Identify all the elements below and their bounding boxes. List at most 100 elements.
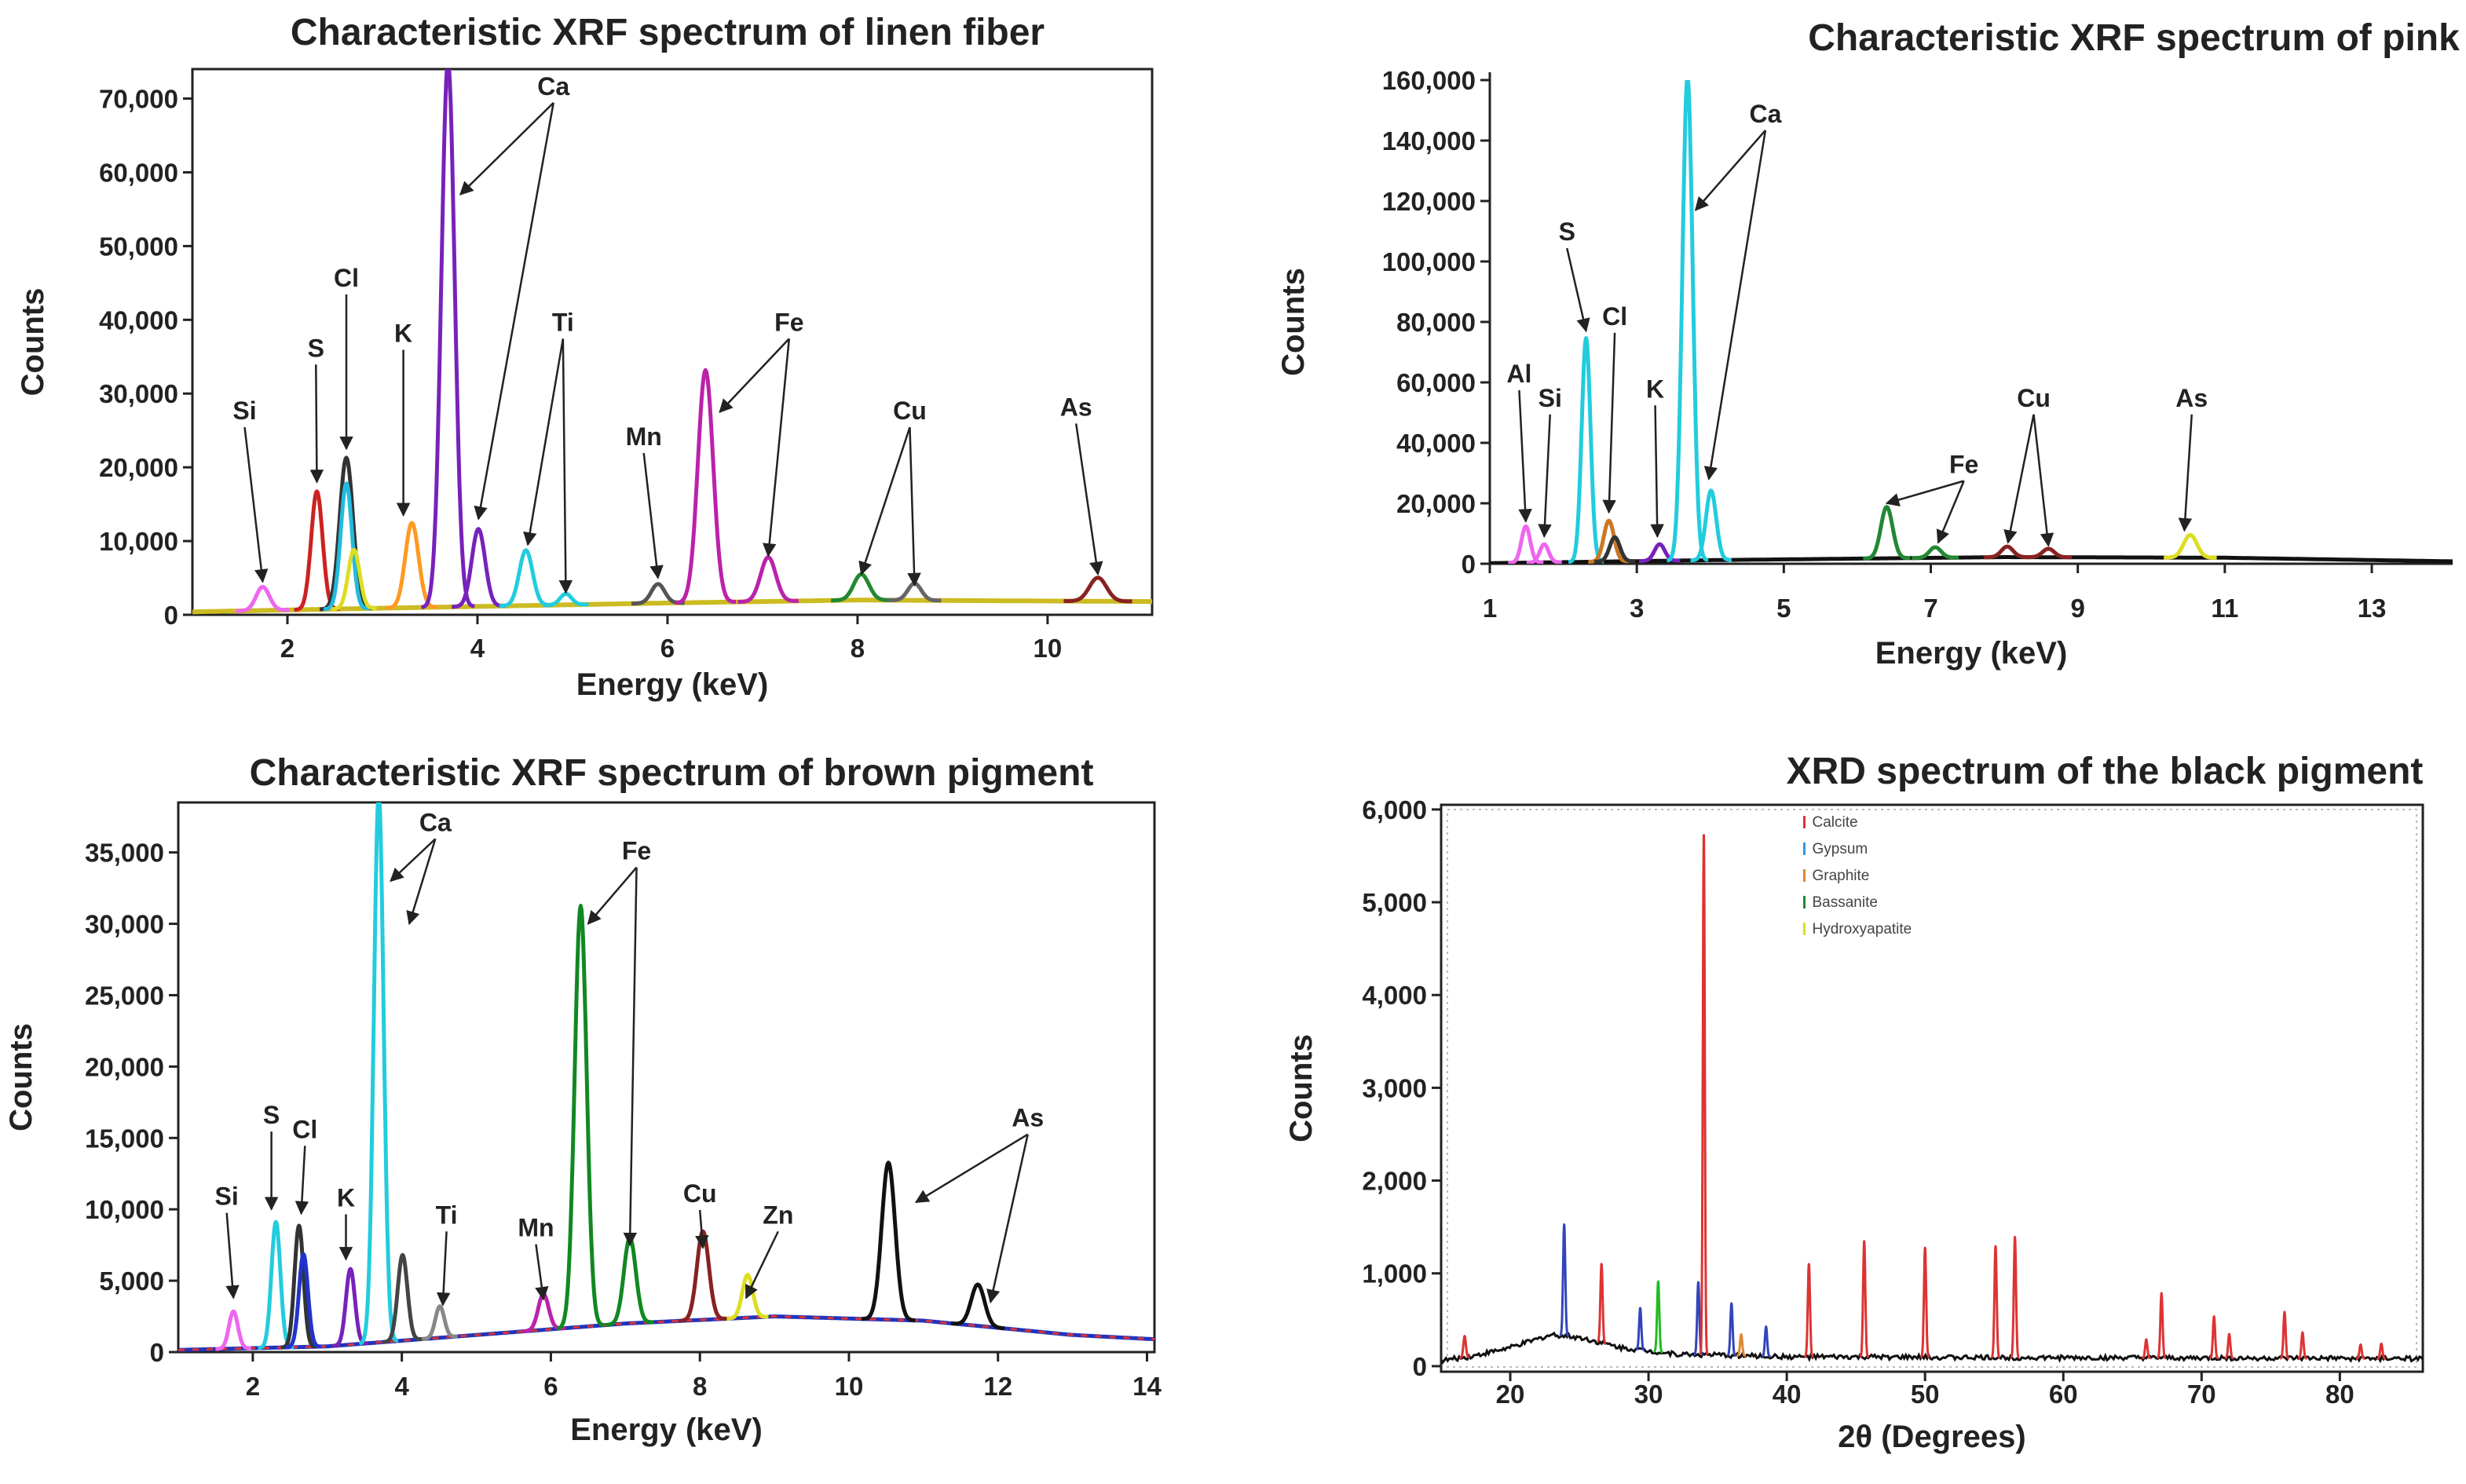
peak-annotation-arrow	[523, 338, 565, 546]
y-tick-label: 35,000	[85, 839, 164, 868]
spectrum-peak	[737, 555, 800, 605]
legend-label: Bassanite	[1813, 894, 1878, 911]
spectrum-peak	[1593, 535, 1637, 564]
spectrum-layer	[178, 802, 1154, 1352]
peak-annotation-arrow	[406, 838, 437, 926]
spectrum-peak	[1458, 1335, 1471, 1360]
spectrum-peak	[1990, 1245, 2001, 1359]
peak-annotation-label: Si	[1539, 384, 1562, 412]
spectrum-peak	[450, 527, 507, 609]
x-axis-label: Energy (keV)	[570, 1413, 763, 1447]
baseline-trace	[178, 1314, 1154, 1352]
x-tick-label: 8	[851, 634, 865, 663]
x-tick-label: 14	[1132, 1372, 1162, 1401]
spectrum-peak	[2208, 1315, 2220, 1360]
spectrum-peak	[1525, 542, 1564, 564]
spectrum-peak	[1689, 488, 1733, 563]
spectrum-peak	[1063, 576, 1133, 604]
x-tick-label: 2	[246, 1372, 260, 1401]
spectrum-peak	[420, 1304, 459, 1341]
chart-title: XRD spectrum of the black pigment	[1787, 751, 2424, 792]
y-tick-label: 40,000	[1396, 429, 1476, 458]
spectrum-peak	[860, 1161, 917, 1323]
chart-pink-pigment-xrf: Characteristic XRF spectrum of pink pigm…	[1276, 17, 2466, 671]
peak-annotation-arrow	[295, 1146, 309, 1215]
y-tick-label: 2,000	[1362, 1167, 1427, 1196]
y-tick-label: 3,000	[1362, 1073, 1427, 1102]
x-tick-label: 40	[1773, 1380, 1802, 1409]
spectrum-peak	[887, 581, 942, 603]
panel-pink-pigment-xrf: Characteristic XRF spectrum of pink pigm…	[1233, 0, 2466, 742]
x-tick-label: 8	[693, 1372, 707, 1401]
y-tick-label: 50,000	[99, 232, 178, 261]
spectrum-peak	[2162, 532, 2218, 560]
peak-annotation-label: Ca	[1750, 100, 1782, 128]
peak-annotation-label: Si	[215, 1182, 239, 1211]
spectrum-layer	[1490, 80, 2453, 564]
chart-title: Characteristic XRF spectrum of brown pig…	[250, 752, 1094, 794]
x-axis-label: Energy (keV)	[576, 667, 769, 702]
baseline-trace	[1441, 1331, 2423, 1365]
y-tick-label: 30,000	[85, 910, 164, 939]
peak-annotation-arrow	[459, 101, 554, 196]
x-tick-label: 1	[1483, 594, 1497, 623]
y-tick-label: 20,000	[99, 453, 178, 482]
peak-annotation-arrow	[1538, 414, 1552, 539]
spectrum-peak	[678, 1229, 728, 1323]
x-axis-label: 2θ (Degrees)	[1838, 1420, 2026, 1454]
x-tick-label: 4	[470, 634, 485, 663]
y-tick-label: 1,000	[1362, 1259, 1427, 1288]
x-tick-label: 5	[1776, 594, 1791, 623]
spectrum-peak	[1910, 545, 1960, 561]
peak-annotation-label: Cl	[334, 264, 359, 292]
spectrum-peak	[1506, 524, 1546, 564]
peak-annotation-arrow	[642, 452, 664, 579]
spectrum-peak	[280, 1223, 319, 1350]
spectrum-peak	[1558, 1223, 1570, 1338]
peak-annotation-arrow	[243, 426, 269, 583]
spectrum-peak	[1567, 336, 1605, 564]
peak-annotation-label: Cl	[292, 1115, 317, 1143]
peak-annotation-arrow	[1650, 405, 1664, 539]
peak-annotation-arrow	[1936, 481, 1965, 544]
y-tick-label: 60,000	[99, 158, 178, 187]
peak-annotation-label: Cl	[1602, 302, 1627, 331]
y-tick-label: 4,000	[1362, 981, 1427, 1010]
y-tick-label: 0	[150, 1338, 164, 1367]
y-tick-label: 0	[1462, 550, 1476, 579]
peak-annotation-arrow	[907, 427, 921, 587]
peak-annotation-label: Mn	[518, 1214, 554, 1242]
chart-title: Characteristic XRF spectrum of linen fib…	[291, 12, 1045, 53]
panel-linen-fiber-xrf: Characteristic XRF spectrum of linen fib…	[0, 0, 1233, 742]
spectrum-peak	[2009, 1236, 2021, 1359]
x-tick-label: 12	[983, 1372, 1012, 1401]
x-axis-label: Energy (keV)	[1875, 636, 2068, 671]
peak-annotation-label: S	[1559, 217, 1575, 246]
y-axis-label: Counts	[1284, 1034, 1319, 1142]
peak-annotation-arrow	[225, 1212, 240, 1299]
spectrum-peak	[725, 1273, 770, 1321]
peak-annotation-label: K	[337, 1184, 355, 1212]
legend-label: Graphite	[1813, 868, 1870, 884]
x-tick-label: 70	[2187, 1380, 2216, 1409]
peak-annotation-arrow	[1566, 247, 1590, 333]
peak-annotation-label: Fe	[1949, 451, 1978, 479]
spectrum-peak	[1982, 544, 2032, 560]
y-tick-label: 10,000	[85, 1195, 164, 1224]
peak-annotation-label: Cu	[2017, 384, 2051, 412]
peak-annotation-label: K	[394, 320, 412, 348]
plot-frame	[191, 68, 1154, 616]
peak-annotation-arrow	[1694, 130, 1766, 211]
spectrum-peak	[829, 572, 893, 603]
peak-annotation-arrow	[2178, 414, 2193, 532]
chart-title: Characteristic XRF spectrum of pink pigm…	[1808, 17, 2466, 59]
y-tick-label: 20,000	[85, 1052, 164, 1081]
peak-annotation-label: Ca	[419, 808, 452, 836]
y-tick-label: 5,000	[1362, 888, 1427, 917]
spectrum-peak	[1760, 1325, 1772, 1358]
y-tick-label: 10,000	[99, 527, 178, 556]
spectrum-peak	[2223, 1332, 2235, 1360]
spectrum-peak	[2023, 546, 2073, 560]
spectrum-peak	[1665, 80, 1710, 563]
spectrum-peak	[521, 1292, 566, 1334]
